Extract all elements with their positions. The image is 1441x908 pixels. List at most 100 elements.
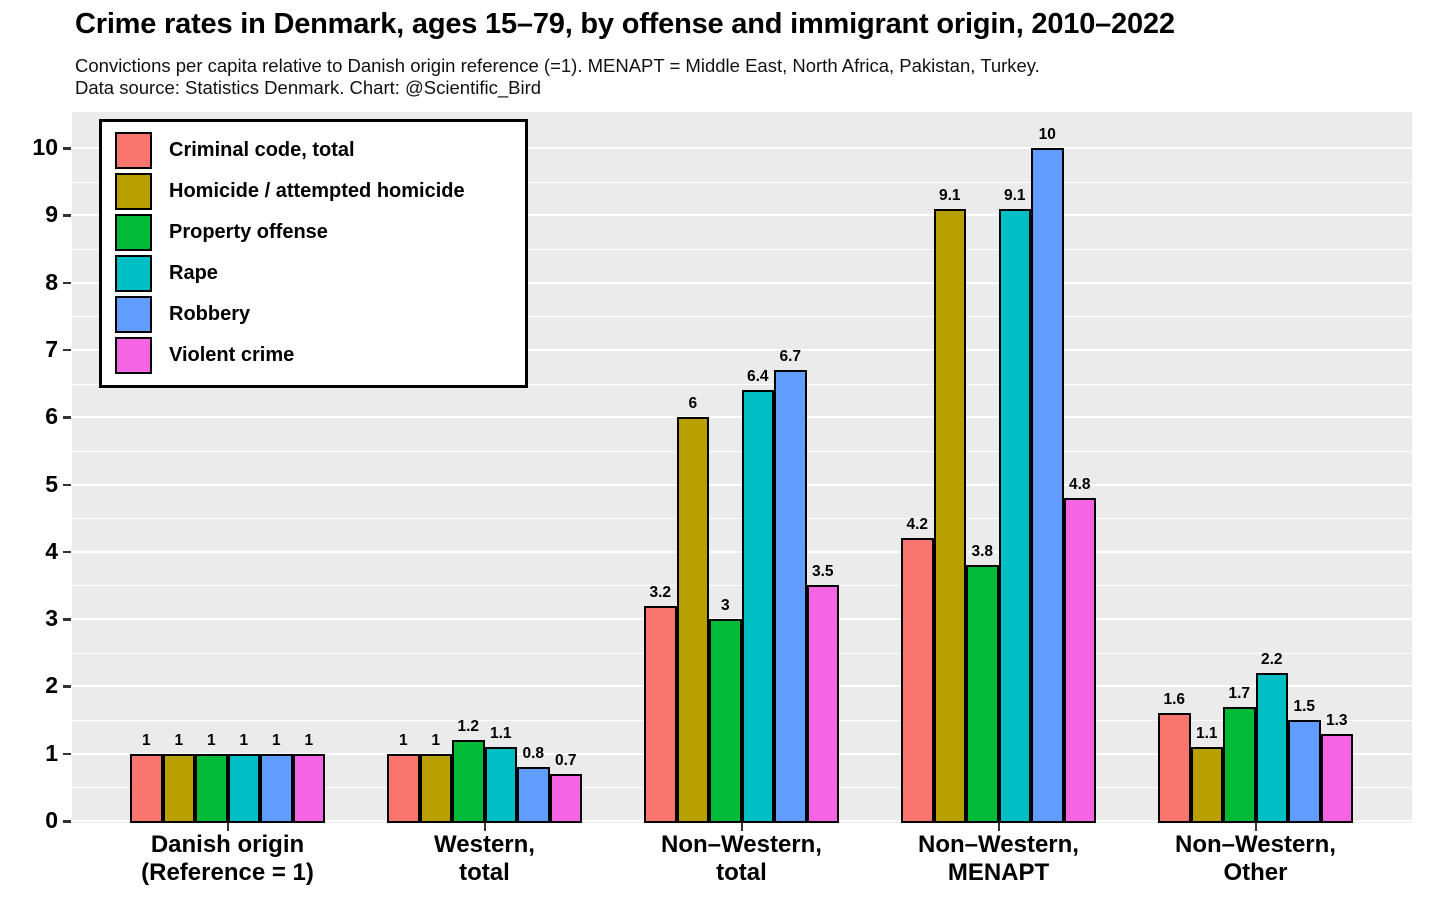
gridline-minor <box>72 316 1412 318</box>
legend-label: Homicide / attempted homicide <box>169 180 465 202</box>
y-tick-label: 10 <box>32 134 58 160</box>
x-axis-tick <box>1254 823 1257 831</box>
bar <box>1223 706 1256 823</box>
bar-value-label: 1.7 <box>1228 684 1251 702</box>
x-axis-tick <box>226 823 229 831</box>
y-tick-label: 5 <box>45 470 58 497</box>
x-axis-category-label: Western, total <box>434 831 535 886</box>
bar <box>130 753 163 823</box>
bar <box>517 767 550 823</box>
bar <box>195 753 228 823</box>
gridline-major <box>72 348 1412 351</box>
legend-label: Criminal code, total <box>169 139 355 161</box>
y-axis-tick <box>63 483 71 486</box>
bar-value-label: 3.2 <box>649 583 672 601</box>
bar <box>387 753 420 823</box>
bar-value-label: 4.2 <box>906 516 929 534</box>
legend-label: Rape <box>169 262 218 284</box>
bar-value-label: 0.8 <box>522 745 545 763</box>
y-tick-label: 9 <box>45 201 58 228</box>
y-axis-tick <box>63 752 71 756</box>
bar-value-label: 1 <box>174 731 184 749</box>
bar-value-label: 9.1 <box>1003 186 1026 204</box>
bar <box>644 605 677 823</box>
bar <box>292 753 325 823</box>
bar <box>1158 713 1191 823</box>
bar-value-label: 1 <box>206 731 216 749</box>
bar <box>227 753 260 823</box>
y-axis-tick <box>63 416 71 419</box>
bar <box>933 208 966 823</box>
bar <box>419 753 452 823</box>
legend-item: Homicide / attempted homicide <box>115 173 525 210</box>
legend-swatch <box>115 255 152 292</box>
gridline-minor <box>72 181 1412 183</box>
gridline-major <box>72 147 1412 149</box>
bar-value-label: 9.1 <box>938 186 961 204</box>
bar-value-label: 1 <box>398 731 408 749</box>
bar <box>484 746 517 823</box>
bar <box>1320 733 1353 823</box>
bar-value-label: 1 <box>271 731 281 749</box>
y-tick-label: 0 <box>45 807 58 833</box>
bar <box>1255 672 1288 823</box>
y-tick-label: 3 <box>45 605 58 632</box>
bar-value-label: 10 <box>1038 126 1056 143</box>
bar-value-label: 1.1 <box>489 724 512 742</box>
legend-item: Violent crime <box>115 337 525 374</box>
bar-value-label: 0.7 <box>554 751 577 769</box>
bar-value-label: 6.4 <box>746 368 769 386</box>
gridline-minor <box>72 383 1412 385</box>
y-axis-tick <box>63 214 71 217</box>
bar <box>162 753 195 823</box>
x-axis-tick <box>997 823 1000 831</box>
y-tick-label: 4 <box>45 537 58 564</box>
bar <box>1031 148 1064 823</box>
bar <box>774 370 807 823</box>
y-tick-label: 1 <box>45 739 58 766</box>
legend-item: Robbery <box>115 296 525 333</box>
bar-value-label: 3.5 <box>811 563 834 581</box>
bar-value-label: 6.7 <box>779 348 802 366</box>
x-axis-tick <box>740 823 743 831</box>
legend-swatch <box>115 296 152 333</box>
bar <box>709 619 742 823</box>
legend-item: Rape <box>115 255 525 292</box>
legend-label: Robbery <box>169 303 251 325</box>
bar-value-label: 1.2 <box>457 718 480 736</box>
bar-value-label: 1.3 <box>1325 711 1348 729</box>
bar-value-label: 1.5 <box>1293 698 1316 716</box>
x-axis-tick <box>483 823 486 831</box>
legend: Criminal code, total Homicide / attempted… <box>99 119 528 388</box>
y-axis-tick <box>63 281 71 285</box>
bar-value-label: 1.6 <box>1163 691 1186 709</box>
gridline-minor <box>72 248 1412 250</box>
x-axis-category-label: Danish origin (Reference = 1) <box>141 831 314 886</box>
bar <box>452 740 485 823</box>
bar-value-label: 3.8 <box>971 543 994 561</box>
bar-value-label: 6 <box>688 395 698 413</box>
bar-value-label: 1 <box>239 731 249 749</box>
bar-value-label: 4.8 <box>1068 475 1091 493</box>
bar <box>549 773 582 823</box>
bar-value-label: 1.1 <box>1195 724 1218 742</box>
y-axis-tick <box>63 550 71 554</box>
gridline-major <box>72 281 1412 284</box>
bar-value-label: 3 <box>720 597 730 615</box>
y-axis-tick <box>63 348 71 352</box>
bar-value-label: 1 <box>304 731 314 749</box>
plot-area: 1 1 1 1 1 1 1 1 1.2 1.1 0.8 0.7 3.2 6 3 6.4 6.7 3.5 4.2 9.1… <box>72 112 1412 823</box>
x-axis-category-label: Non–Western, total <box>661 831 822 886</box>
bar <box>1063 497 1096 823</box>
chart-subtitle: Convictions per capita relative to Danis… <box>75 55 1040 98</box>
y-tick-label: 2 <box>45 672 58 699</box>
legend-swatch <box>115 214 152 251</box>
bar <box>901 538 934 823</box>
y-tick-label: 6 <box>45 403 58 430</box>
y-axis-tick <box>63 820 71 823</box>
bar <box>260 753 293 823</box>
legend-item: Property offense <box>115 214 525 251</box>
bar-value-label: 1 <box>431 731 441 749</box>
bar <box>676 417 709 823</box>
